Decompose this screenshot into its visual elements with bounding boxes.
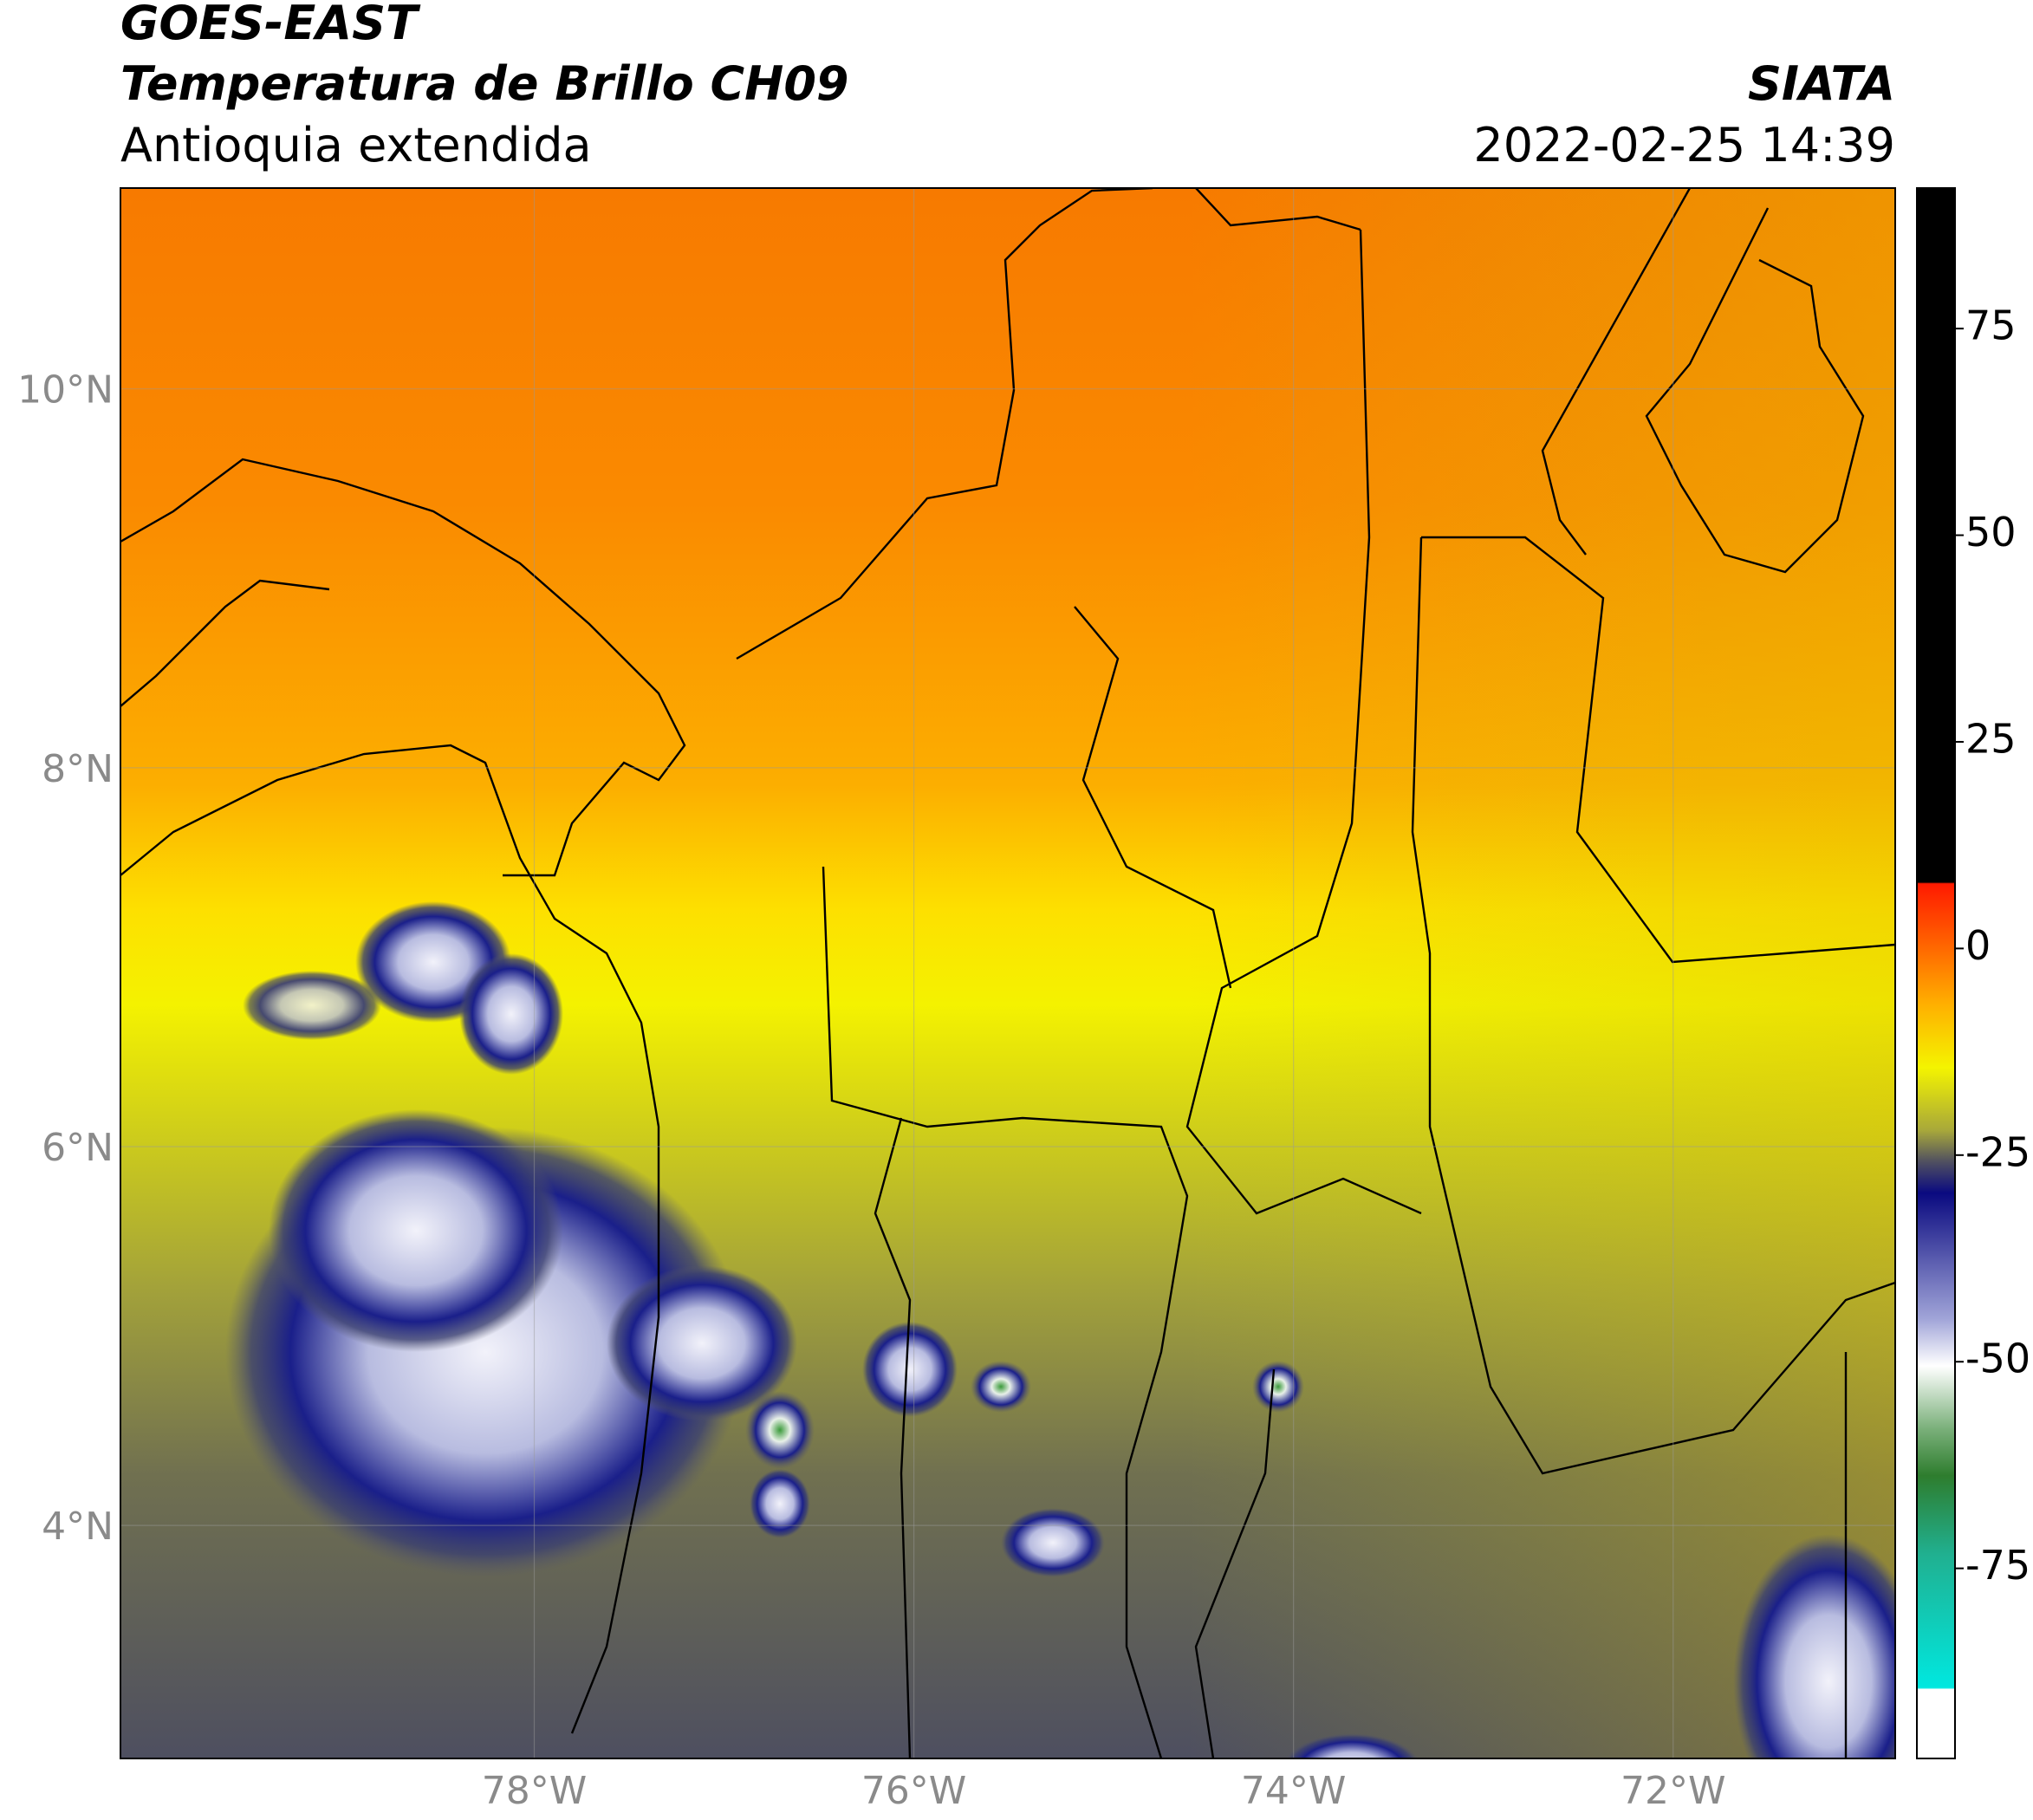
y-tick-label: 4°N: [42, 1505, 114, 1549]
graticule: [120, 188, 1895, 1758]
department-border: [1185, 229, 1422, 1215]
x-tick-label: 72°W: [1621, 1769, 1726, 1813]
colorbar-tick-label: -50: [1965, 1336, 2030, 1382]
cloud-tops: [225, 901, 1895, 1758]
colorbar-tick-label: 0: [1965, 922, 1991, 969]
x-tick-label: 74°W: [1241, 1769, 1347, 1813]
datetime: 2022-02-25 14:39: [1473, 118, 1895, 172]
colorbar: [1916, 187, 1956, 1759]
department-border: [1194, 1368, 1276, 1758]
cloud: [607, 1265, 797, 1421]
map-area: [120, 188, 1895, 1758]
cloud: [750, 1469, 810, 1538]
y-tick-label: 10°N: [17, 368, 114, 413]
colorbar-tick-label: 75: [1965, 302, 2017, 349]
cloud: [459, 953, 563, 1075]
colorbar-tick-label: 50: [1965, 509, 2017, 556]
title: GOES-EAST: [120, 0, 421, 50]
cloud: [1252, 1361, 1304, 1413]
cloud: [243, 971, 381, 1040]
coastline: [1645, 207, 1865, 574]
coastline: [120, 744, 660, 1734]
national-border: [1421, 536, 1895, 964]
colorbar-tick-label: 25: [1965, 715, 2017, 762]
coastline: [1541, 188, 1692, 556]
cloud: [1001, 1508, 1105, 1577]
source: SIATA: [1748, 56, 1895, 111]
subtitle: Temperatura de Brillo CH09: [120, 56, 849, 111]
cloud: [745, 1391, 815, 1469]
boundaries: [120, 188, 1895, 1758]
department-border: [822, 866, 1189, 1758]
national-border: [1411, 536, 1895, 1475]
colorbar-tick-label: -75: [1965, 1542, 2030, 1589]
tick-labels: 78°W 76°W 74°W 72°W 4°N 6°N 8°N 10°N -75 -50 -25 0 2…: [17, 302, 2030, 1813]
region: Antioquia extendida: [120, 118, 592, 172]
cloud: [862, 1322, 958, 1417]
cloud: [1285, 1733, 1419, 1758]
map-frame: [120, 187, 1896, 1759]
coastline: [736, 188, 1153, 660]
colorbar-tick-label: -25: [1965, 1128, 2030, 1175]
cloud: [971, 1361, 1031, 1413]
coastline: [120, 458, 686, 877]
x-tick-label: 78°W: [482, 1769, 588, 1813]
cloud: [1733, 1534, 1895, 1758]
coastline: [120, 579, 330, 707]
coastline: [1195, 188, 1361, 231]
department-border: [1074, 606, 1232, 989]
cloud: [269, 1109, 563, 1352]
y-tick-label: 8°N: [42, 747, 114, 791]
y-tick-label: 6°N: [42, 1126, 114, 1170]
x-tick-label: 76°W: [861, 1769, 967, 1813]
department-border: [874, 1117, 912, 1758]
